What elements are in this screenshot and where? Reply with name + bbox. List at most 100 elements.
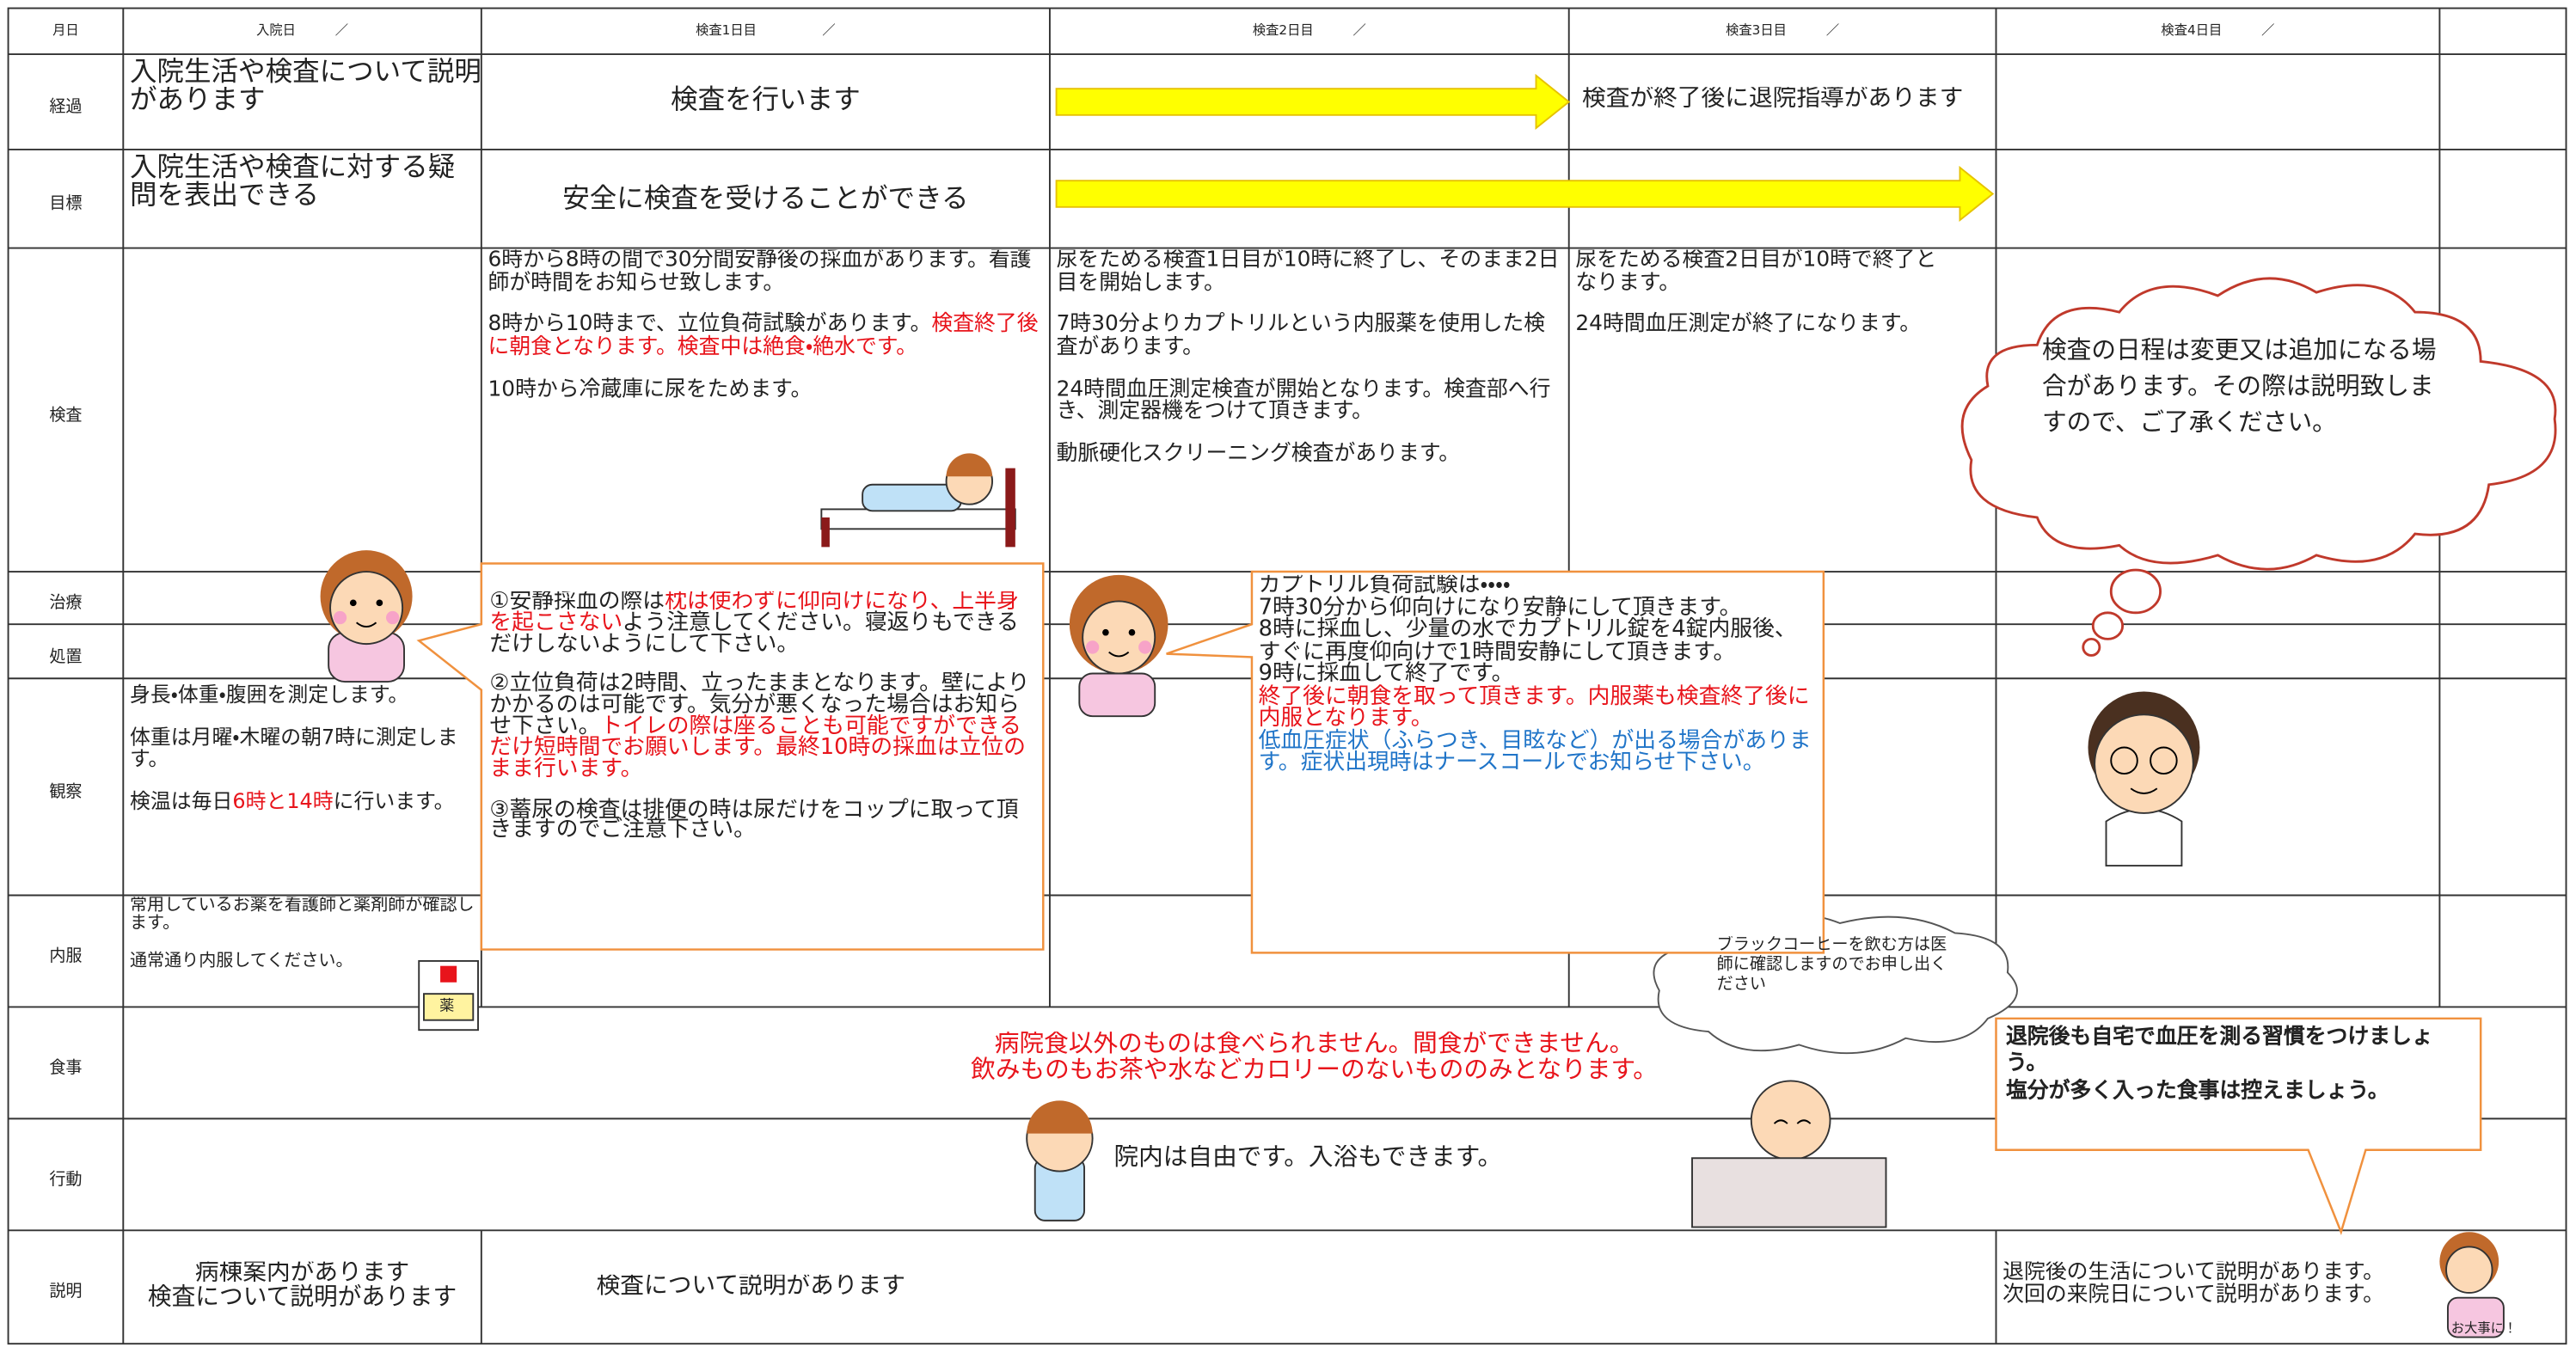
paragraph: 身長・体重・腹囲を測定します。: [130, 683, 478, 706]
paragraph: 検温は毎日6時と14時に行います。: [130, 789, 478, 811]
text-segment: 院内は自由です。入浴もできます。: [1113, 1144, 1503, 1172]
badge: お大事に！: [2450, 1320, 2518, 1336]
paragraph: ①安静採血の際は枕は使わずに仰向けになり、上半身を起こさないよう注意してください…: [489, 591, 1034, 654]
row-label: 観察: [49, 783, 83, 802]
paragraph: 終了後に朝食を取って頂きます。内服薬も検査終了後に内服となります。: [1258, 683, 1818, 732]
text-segment: 検査の日程は変更又は追加になる場合があります。その際は説明致しますので、ご了承く…: [2042, 334, 2437, 437]
cell-text: 入院生活や検査について説明があります: [130, 58, 481, 114]
text-segment: 病棟案内があります: [194, 1261, 410, 1287]
paragraph: 塩分が多く入った食事は控えましょう。: [2006, 1079, 2475, 1105]
cell-text: 入院生活や検査に対する疑問を表出できる: [130, 153, 481, 210]
text-segment: 6時から8時の間で30分間安静後の採血があります。看護師が時間をお知らせ致します…: [488, 249, 1032, 296]
text-segment: 入院生活や検査に対する疑問を表出できる: [129, 152, 456, 210]
nurse: [320, 550, 413, 683]
text-segment: 検温は毎日: [129, 787, 233, 812]
text-segment: 常用しているお薬を看護師と薬剤師が確認します。: [129, 897, 475, 934]
paragraph: 7時30分から仰向けになり安静にして頂きます。: [1259, 596, 1818, 620]
cloud-text: 検査の日程は変更又は追加になる場合があります。その際は説明致しますので、ご了承く…: [2042, 334, 2437, 461]
row-label: 検査: [49, 407, 83, 426]
paragraph: 尿をためる検査2日目が10時で終了となります。: [1575, 249, 1956, 294]
text-segment: 7時30分よりカプトリルという内服薬を使用した検査があります。: [1056, 312, 1546, 360]
cell-text: 病院食以外のものは食べられません。間食ができません。 飲みものもお茶や水などカロリ…: [821, 1032, 1806, 1083]
header-cell: 検査1日目 ／: [696, 22, 836, 38]
text-segment: 検査について説明があります: [147, 1284, 457, 1312]
paragraph: 9時に採血して終了です。: [1259, 663, 1818, 686]
patient-in-bed: [820, 453, 1016, 548]
callout-text: 退院後も自宅で血圧を測る習慣をつけましょう。 塩分が多く入った食事は控えましょう。: [2006, 1025, 2475, 1105]
cell-text: 常用しているお薬を看護師と薬剤師が確認します。通常通り内服してください。: [130, 897, 478, 1005]
text-segment: 9時に採血して終了です。: [1258, 660, 1514, 687]
text-segment: 塩分が多く入った食事は控えましょう。: [2005, 1078, 2389, 1104]
paragraph: 7時30分よりカプトリルという内服薬を使用した検査があります。: [1056, 312, 1566, 360]
text-segment: 8時から10時まで、立位負荷試験があります。: [488, 312, 932, 338]
cell-text: 院内は自由です。入浴もできます。: [1113, 1145, 1606, 1171]
text-segment: 24時間血圧測定が終了になります。: [1575, 312, 1922, 338]
text-segment: 尿をためる検査1日目が10時に終了し、そのまま2日目を開始します。: [1056, 249, 1560, 296]
paragraph: 通常通り内服してください。: [130, 952, 478, 970]
text-segment: ブラックコーヒーを飲む方は医師に確認しますのでお申し出ください: [1716, 936, 1947, 995]
text-segment: ②立位負荷は2時間、立ったままとなります。壁によりかかるのは可能です。気分が悪く…: [489, 670, 1030, 740]
header-cell: 月日: [52, 22, 79, 38]
paragraph: 退院後の生活について説明があります。: [2003, 1262, 2438, 1284]
row-label: 内服: [49, 947, 83, 966]
row-label: 食事: [49, 1059, 83, 1078]
text-segment: 退院後も自宅で血圧を測る習慣をつけましょう。: [2005, 1025, 2433, 1077]
paragraph: 体重は月曜・木曜の朝7時に測定します。: [129, 723, 478, 771]
header-cell: 検査4日目 ／: [2161, 22, 2275, 38]
text-segment: 入院生活や検査について説明があります: [129, 57, 481, 115]
text-segment: 尿をためる検査2日目が10時で終了となります。: [1575, 249, 1937, 296]
arrow: [1055, 73, 1571, 131]
paragraph: 8時から10時まで、立位負荷試験があります。検査終了後に朝食となります。検査中は…: [488, 312, 1046, 360]
paragraph: 病院食以外のものは食べられません。間食ができません。: [821, 1032, 1806, 1057]
row-label: 治療: [49, 594, 83, 613]
row-label: 目標: [49, 195, 83, 214]
cloud: [1960, 277, 2557, 657]
paragraph: 検査について説明があります: [597, 1275, 1089, 1300]
paragraph: 検査が終了後に退院指導があります: [1582, 87, 1996, 112]
paragraph: 入院生活や検査に対する疑問を表出できる: [130, 153, 481, 210]
callout-text: ①安静採血の際は枕は使わずに仰向けになり、上半身を起こさないよう注意してください…: [489, 591, 1034, 945]
text-segment: 退院後の生活について説明があります。: [2003, 1261, 2385, 1285]
paragraph: 尿をためる検査1日目が10時に終了し、そのまま2日目を開始します。: [1057, 249, 1566, 294]
text-segment: 安全に検査を受けることができる: [562, 184, 969, 213]
nurse: [1069, 574, 1168, 718]
paragraph: 低血圧症状（ふらつき、目眩など）が出る場合があります。症状出現時はナースコールで…: [1258, 726, 1818, 775]
text-segment: 体重は月曜・木曜の朝7時に測定します。: [129, 723, 458, 771]
paragraph: 入院生活や検査について説明があります: [130, 58, 481, 114]
header-cell: 入院日 ／: [256, 22, 349, 38]
paragraph: 院内は自由です。入浴もできます。: [1113, 1145, 1606, 1171]
paragraph: ③蓄尿の検査は排便の時は尿だけをコップに取って頂きますのでご注意下さい。: [489, 798, 1034, 842]
text-segment: 6時と14時: [232, 787, 334, 812]
paragraph: 飲みものもお茶や水などカロリーのないもののみとなります。: [821, 1056, 1806, 1083]
text-segment: に行います。: [333, 787, 455, 812]
medicine-box: [418, 959, 479, 1032]
doctor: [2088, 691, 2200, 867]
paragraph: 退院後も自宅で血圧を測る習慣をつけましょう。: [2006, 1025, 2475, 1078]
cell-text: 尿をためる検査1日目が10時に終了し、そのまま2日目を開始します。 7時30分より…: [1057, 249, 1566, 570]
walking-boy: [1026, 1100, 1094, 1221]
text-segment: 低血圧症状（ふらつき、目眩など）が出る場合があります。症状出現時はナースコールで…: [1258, 726, 1812, 775]
text-segment: 検査が終了後に退院指導があります: [1582, 87, 1964, 112]
text-segment: 次回の来院日について説明があります。: [2003, 1282, 2385, 1307]
nurse: [2439, 1232, 2505, 1338]
row-label: 処置: [49, 648, 83, 667]
text-segment: 検査を行います: [671, 85, 861, 114]
text-segment: 枕は使わずに仰向けになり、上半身を起こさない: [489, 591, 1019, 636]
cell-text: 病棟案内があります 検査について説明があります: [123, 1262, 481, 1312]
text-segment: ①安静採血の際は: [489, 591, 665, 615]
text-segment: 動脈硬化スクリーニング検査があります。: [1056, 441, 1461, 467]
row-label: 説明: [49, 1283, 83, 1301]
paragraph: ②立位負荷は2時間、立ったままとなります。壁によりかかるのは可能です。気分が悪く…: [489, 670, 1034, 780]
paragraph: 8時に採血し、少量の水でカプトリル錠を4錠内服後、すぐに再度仰向けで1時間安静に…: [1259, 618, 1818, 664]
row-label: 行動: [49, 1171, 83, 1190]
arrow: [1055, 165, 1995, 223]
text-segment: 終了後に朝食を取って頂きます。内服薬も検査終了後に内服となります。: [1258, 683, 1810, 732]
cell-text: 尿をためる検査2日目が10時で終了となります。 24時間血圧測定が終了になります。: [1575, 249, 1956, 570]
text-segment: カプトリル負荷試験は・・・・: [1258, 574, 1511, 598]
cell-text: 検査を行います: [481, 85, 1050, 113]
text-segment: 検査終了後に朝食となります。検査中は絶食・絶水です。: [488, 312, 1039, 360]
paragraph: 検査について説明があります: [123, 1284, 481, 1312]
header-cell: 検査3日目 ／: [1726, 22, 1840, 38]
